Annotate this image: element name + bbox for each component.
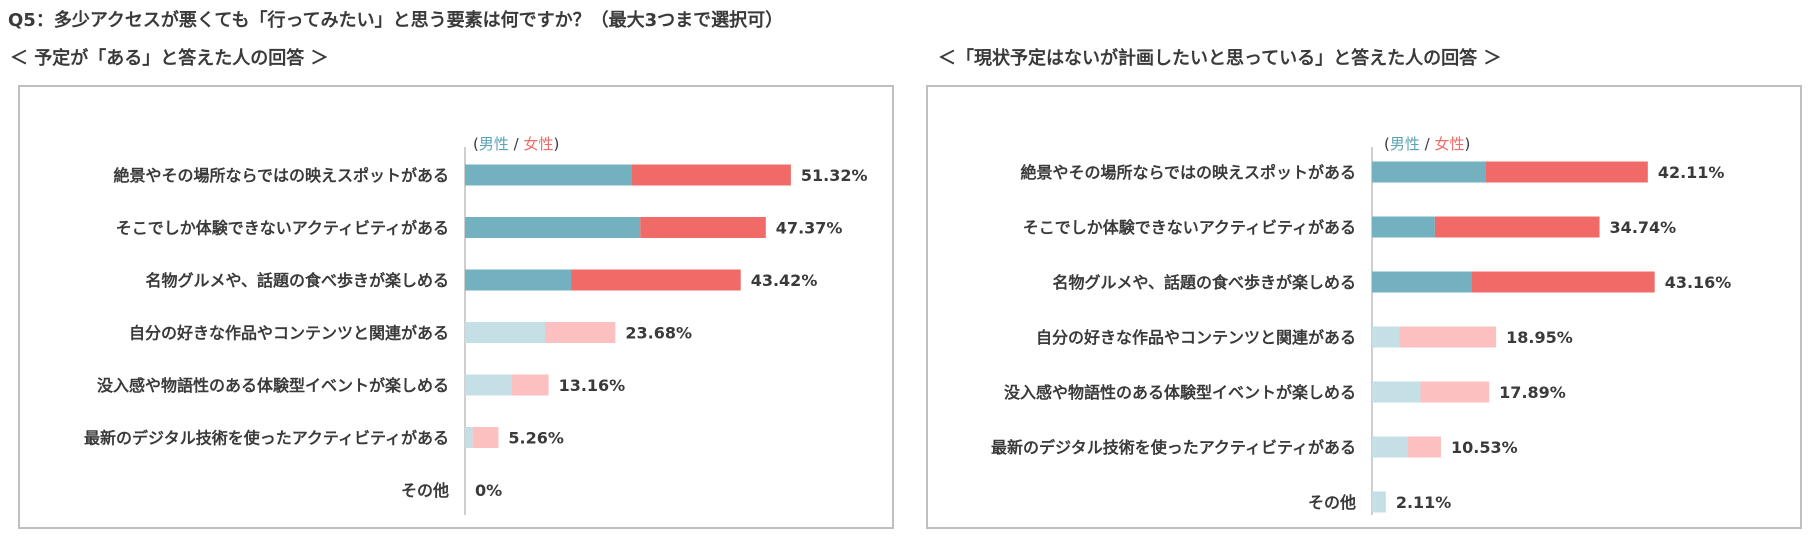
value-label: 43.16% xyxy=(1665,273,1732,292)
bar-male xyxy=(1372,381,1421,403)
bar-male xyxy=(1372,491,1386,513)
value-label: 13.16% xyxy=(559,376,626,395)
category-label: 自分の好きな作品やコンテンツと関連がある xyxy=(1036,328,1356,347)
category-label: 自分の好きな作品やコンテンツと関連がある xyxy=(129,324,449,343)
bar-male xyxy=(465,374,512,396)
left-legend: (男性 / 女性) xyxy=(473,133,559,154)
legend-female: 女性 xyxy=(523,135,554,153)
legend-open: ( xyxy=(473,135,479,153)
value-label: 47.37% xyxy=(776,219,843,238)
bar-male xyxy=(465,427,473,448)
legend-close: ) xyxy=(553,135,560,153)
category-label: 絶景やその場所ならではの映えスポットがある xyxy=(113,166,449,185)
category-label: 没入感や物語性のある体験型イベントが楽しめる xyxy=(1004,383,1356,402)
category-label: 最新のデジタル技術を使ったアクティビティがある xyxy=(84,429,449,448)
right-chart-title: ＜「現状予定はないが計画したいと思っている」と答えた人の回答 ＞ xyxy=(938,48,1502,69)
bar-male xyxy=(1372,326,1400,348)
value-label: 10.53% xyxy=(1451,438,1518,457)
right-chart-panel: (男性 / 女性) 絶景やその場所ならではの映えスポットがある 42.11% そこで… xyxy=(926,85,1802,529)
category-label: 名物グルメや、話題の食べ歩きが楽しめる xyxy=(1052,273,1356,292)
bar-female xyxy=(1420,381,1490,403)
question-title: Q5：多少アクセスが悪くても「行ってみたい」と思う要素は何ですか？（最大3つまで… xyxy=(8,10,784,31)
legend-close: ) xyxy=(1464,135,1471,153)
value-label: 17.89% xyxy=(1499,383,1566,402)
bar-female xyxy=(545,322,616,343)
bar-male xyxy=(1372,271,1472,293)
bar-male xyxy=(465,322,546,343)
bar-male xyxy=(465,217,641,238)
value-label: 23.68% xyxy=(625,324,692,343)
bar-female xyxy=(1407,436,1441,458)
legend-open: ( xyxy=(1384,135,1390,153)
bar-female xyxy=(511,374,549,396)
bar-female xyxy=(571,269,741,291)
bar-female xyxy=(632,164,791,186)
legend-female: 女性 xyxy=(1434,135,1465,153)
bar-female xyxy=(1434,216,1600,238)
category-label: 最新のデジタル技術を使ったアクティビティがある xyxy=(991,438,1356,457)
value-label: 2.11% xyxy=(1396,493,1452,512)
value-label: 42.11% xyxy=(1658,163,1725,182)
value-label: 34.74% xyxy=(1610,218,1677,237)
bar-male xyxy=(1372,216,1435,238)
left-chart-panel: (男性 / 女性) 絶景やその場所ならではの映えスポットがある 51.32% そこで… xyxy=(18,85,894,529)
legend-male: 男性 xyxy=(1389,135,1420,153)
legend-sep: / xyxy=(508,135,524,153)
category-label: 没入感や物語性のある体験型イベントが楽しめる xyxy=(97,376,449,395)
category-label: 絶景やその場所ならではの映えスポットがある xyxy=(1020,163,1356,182)
bar-male xyxy=(1372,436,1408,458)
value-label: 18.95% xyxy=(1506,328,1573,347)
value-label: 5.26% xyxy=(508,429,564,448)
legend-sep: / xyxy=(1419,135,1435,153)
value-label: 43.42% xyxy=(751,271,818,290)
bar-female xyxy=(1399,326,1497,348)
right-legend: (男性 / 女性) xyxy=(1384,133,1470,154)
bar-female xyxy=(1471,271,1655,293)
bar-female xyxy=(472,427,499,448)
bar-male xyxy=(465,164,633,186)
value-label: 0% xyxy=(475,481,502,500)
bar-male xyxy=(465,269,572,291)
category-label: その他 xyxy=(401,481,449,500)
category-label: 名物グルメや、話題の食べ歩きが楽しめる xyxy=(145,271,449,290)
bar-female xyxy=(640,217,766,238)
bar-male xyxy=(1372,161,1486,183)
value-label: 51.32% xyxy=(801,166,868,185)
category-label: そこでしか体験できないアクティビティがある xyxy=(116,219,449,238)
left-bar-chart: 絶景やその場所ならではの映えスポットがある 51.32% そこでしか体験できないアク… xyxy=(84,147,868,515)
bar-female xyxy=(1485,161,1648,183)
left-chart-title: ＜ 予定が「ある」と答えた人の回答 ＞ xyxy=(10,48,329,69)
category-label: その他 xyxy=(1308,493,1356,512)
legend-male: 男性 xyxy=(478,135,509,153)
right-bar-chart: 絶景やその場所ならではの映えスポットがある 42.11% そこでしか体験できないアク… xyxy=(991,147,1732,515)
category-label: そこでしか体験できないアクティビティがある xyxy=(1023,218,1356,237)
